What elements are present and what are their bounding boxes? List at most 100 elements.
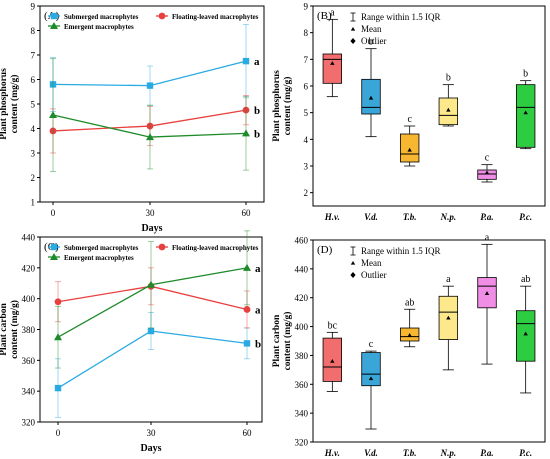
series-line [57,330,248,389]
mean-marker [523,110,528,115]
y-tick-label: 7 [304,55,309,65]
x-axis-label: Days [140,443,161,454]
legend-outlier-icon [350,38,356,44]
significance-letter: a [255,304,261,316]
x-tick-label: 30 [146,208,156,218]
data-point [243,263,251,271]
data-point [243,306,251,313]
y-tick-label: 5 [304,108,309,118]
significance-letter: c [369,339,374,350]
data-point [146,133,154,141]
y-tick-label: 460 [295,236,309,246]
data-point [242,57,250,65]
category-label: P.c. [519,448,532,458]
data-point [54,333,62,341]
y-tick-label: 320 [22,418,36,428]
x-tick-label: 60 [243,428,253,438]
legend-label: Mean [361,258,382,268]
legend-label: Range within 1.5 IQR [361,12,441,22]
legend-marker [50,253,58,260]
data-point [49,111,57,119]
data-point [243,340,251,347]
mean-marker [407,147,412,152]
legend-label: Mean [361,24,382,34]
legend-label: Submerged macrophytes [64,13,139,21]
y-tick-label: 360 [295,380,309,390]
significance-letter: a [446,274,451,285]
legend-marker [50,12,58,20]
x-tick-label: 0 [51,208,56,218]
significance-letter: b [254,128,260,140]
significance-letter: b [523,69,528,80]
y-tick-label: 8 [31,26,36,36]
mean-marker [484,291,490,295]
y-tick-label: 2 [31,173,36,183]
y-tick-label: 340 [22,387,36,397]
significance-letter: b [254,105,260,117]
y-tick-label: 4 [31,124,36,134]
category-label: N.p. [440,448,457,458]
significance-letter: bc [328,320,338,331]
data-point [54,298,62,306]
box [361,352,381,387]
legend-label: Range within 1.5 IQR [361,246,441,256]
y-tick-label: 3 [31,149,36,159]
legend-label: Outlier [361,36,387,46]
box [515,84,536,148]
y-tick-label: 440 [295,264,309,274]
category-label: V.d. [364,212,378,222]
data-point [242,129,250,137]
legend-outlier-icon [350,272,356,278]
legend-mean-icon [350,261,356,265]
y-tick-label: 380 [22,325,36,335]
mean-marker [484,170,490,175]
y-axis-label: Plant carbon [0,303,9,356]
plot-frame [312,239,546,443]
y-axis-label: Plant phosphorus [0,68,9,140]
category-label: P.a. [480,212,493,222]
data-point [54,384,62,392]
x-tick-label: 30 [147,428,157,438]
y-tick-label: 400 [22,294,36,304]
y-axis-label: content (mg/g) [9,75,20,134]
data-point [147,280,155,288]
x-tick-label: 0 [56,428,61,438]
legend-mean-icon [350,27,356,31]
significance-letter: ab [405,297,414,308]
panel-label: (D) [317,244,333,256]
significance-letter: c [485,153,490,164]
category-label: P.a. [480,448,493,458]
y-tick-label: 7 [31,51,36,61]
category-label: H.v. [324,448,340,458]
significance-letter: a [254,56,260,68]
x-tick-label: 60 [242,208,252,218]
legend-label: Emergent macrophytes [64,254,134,262]
legend-label: Outlier [361,270,387,280]
category-label: H.v. [324,212,340,222]
y-axis-label: content (mg/g) [9,300,20,359]
box [322,53,343,84]
y-axis-label: Plant carbon [272,314,282,367]
y-tick-label: 6 [31,75,36,85]
y-tick-label: 6 [304,82,309,92]
legend-label: Floating-leaved macrophytes [172,244,259,252]
y-tick-label: 420 [22,263,36,273]
plot-frame [312,5,546,207]
box [477,169,497,180]
significance-letter: a [330,7,335,18]
category-label: N.p. [440,212,457,222]
y-axis-label: content (mg/g) [282,312,293,371]
series-line [57,285,248,311]
y-tick-label: 380 [295,351,309,361]
box [515,310,536,362]
category-label: T.b. [403,212,417,222]
legend-label: Floating-leaved macrophytes [172,13,259,21]
mean-marker [407,333,412,337]
legend-label: Submerged macrophytes [64,244,139,252]
y-tick-label: 9 [31,2,36,12]
significance-letter: b [255,338,261,350]
y-axis-label: Plant phosphorus [272,70,282,142]
mean-marker [523,331,528,336]
legend-marker [158,243,166,251]
